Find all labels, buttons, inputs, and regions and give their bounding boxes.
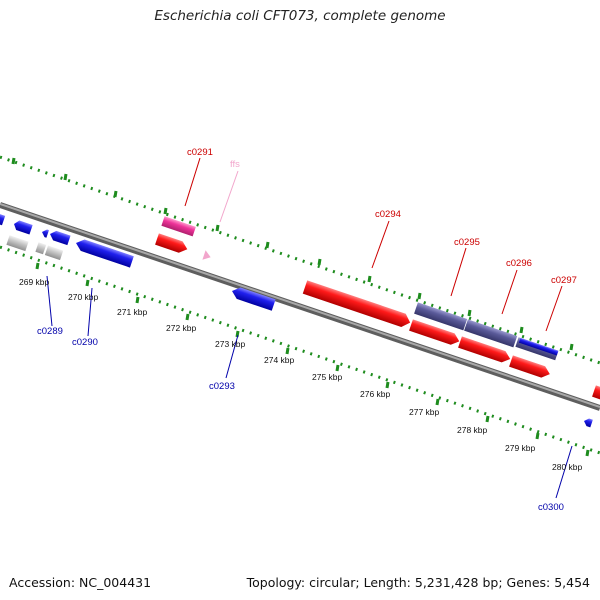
scale-label: 279 kbp xyxy=(505,443,536,453)
gene-c0291-arrow[interactable] xyxy=(155,233,189,255)
gene-labels: c0291 ffs c0294 c0295 c0296 c0297 c0289 … xyxy=(37,147,577,513)
gene-c0295-arrow[interactable] xyxy=(409,319,461,347)
scale-label: 276 kbp xyxy=(360,389,391,399)
accession-text: Accession: NC_004431 xyxy=(9,575,152,590)
operon-block-2[interactable] xyxy=(464,319,518,348)
operon-block-3[interactable] xyxy=(515,337,559,361)
label-c0295[interactable]: c0295 xyxy=(454,237,480,248)
label-c0293[interactable]: c0293 xyxy=(209,381,235,392)
gene-c0288-arrow[interactable] xyxy=(0,213,6,226)
label-c0297[interactable]: c0297 xyxy=(551,275,577,286)
scale-label: 280 kbp xyxy=(552,462,583,472)
scale-labels: 269 kbp 270 kbp 271 kbp 272 kbp 273 kbp … xyxy=(19,277,583,472)
leader-lines xyxy=(46,157,573,499)
scale-label: 271 kbp xyxy=(117,307,148,317)
label-c0289[interactable]: c0289 xyxy=(37,326,63,337)
label-ffs[interactable]: ffs xyxy=(230,159,240,170)
inner-tick-track xyxy=(0,245,600,455)
gene-c0293-arrow[interactable] xyxy=(230,285,276,311)
gene-c0290-arrow[interactable] xyxy=(74,237,134,268)
gene-features xyxy=(0,213,600,428)
outer-tick-track xyxy=(0,155,600,365)
major-ticks xyxy=(11,157,590,457)
scale-label: 274 kbp xyxy=(264,355,295,365)
label-c0296[interactable]: c0296 xyxy=(506,258,532,269)
gene-small-arrow[interactable] xyxy=(41,228,49,238)
gene-c0289b-arrow[interactable] xyxy=(48,229,71,246)
gene-c0297-arrow[interactable] xyxy=(509,355,552,380)
scale-label: 275 kbp xyxy=(312,372,343,382)
scale-label: 270 kbp xyxy=(68,292,99,302)
scale-label: 269 kbp xyxy=(19,277,50,287)
gene-ffs-rna[interactable] xyxy=(202,250,212,262)
gene-c0296-arrow[interactable] xyxy=(458,336,512,364)
pseudogene-1[interactable] xyxy=(6,235,29,252)
scale-label: 273 kbp xyxy=(215,339,246,349)
scale-label: 277 kbp xyxy=(409,407,440,417)
label-c0300[interactable]: c0300 xyxy=(538,502,564,513)
scale-label: 278 kbp xyxy=(457,425,488,435)
gene-c0300-arrow[interactable] xyxy=(583,417,593,428)
topology-text: Topology: circular; Length: 5,231,428 bp… xyxy=(246,575,590,590)
label-c0291[interactable]: c0291 xyxy=(187,147,213,158)
label-c0290[interactable]: c0290 xyxy=(72,337,98,348)
gene-c0294-arrow[interactable] xyxy=(302,280,413,329)
scale-label: 272 kbp xyxy=(166,323,197,333)
map-title: Escherichia coli CFT073, complete genome xyxy=(154,8,446,24)
pseudogene-2[interactable] xyxy=(35,242,64,261)
label-c0294[interactable]: c0294 xyxy=(375,209,401,220)
genome-backbone xyxy=(0,202,600,411)
operon-block-1[interactable] xyxy=(414,302,468,331)
gene-c0298-arrow[interactable] xyxy=(592,385,600,404)
gene-c0291-rna[interactable] xyxy=(161,216,196,237)
gene-c0289a-arrow[interactable] xyxy=(12,219,33,235)
